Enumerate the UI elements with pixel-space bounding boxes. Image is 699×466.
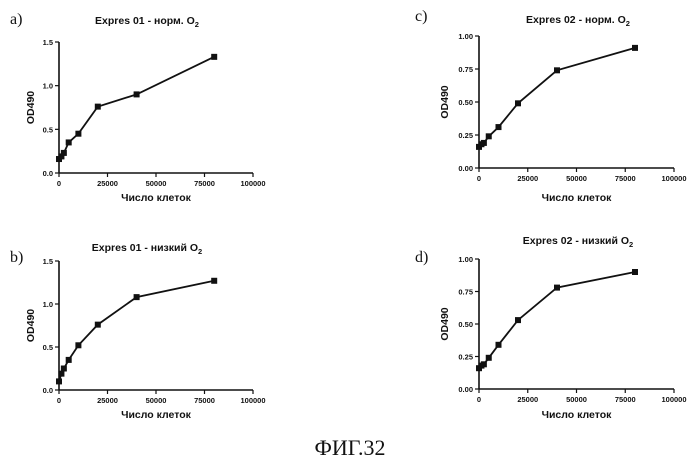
y-tick-label: 1.5 [43, 257, 53, 266]
data-point [66, 139, 72, 145]
data-point [61, 366, 67, 372]
y-tick-label: 1.0 [43, 82, 53, 91]
panel-letter: b) [10, 249, 23, 266]
x-axis-label: Число клеток [542, 192, 613, 204]
data-point [75, 131, 81, 137]
x-tick-label: 25000 [97, 179, 118, 188]
data-point [211, 54, 217, 60]
x-tick-label: 75000 [194, 396, 215, 405]
y-tick-label: 1.5 [43, 38, 53, 47]
data-point [66, 357, 72, 363]
x-tick-label: 75000 [194, 179, 215, 188]
x-tick-label: 25000 [517, 174, 538, 183]
x-tick-label: 50000 [146, 179, 167, 188]
y-tick-label: 1.0 [43, 300, 53, 309]
x-axis-label: Число клеток [121, 192, 192, 204]
chart-title: Expres 02 - норм. O2 [526, 14, 630, 28]
chart-title-subscript: 2 [629, 240, 633, 249]
chart-title-text: Expres 02 - низкий O [523, 235, 629, 247]
figure-caption: ФИГ.32 [314, 435, 385, 460]
y-axis-label: OD490 [25, 309, 37, 342]
y-tick-label: 0.0 [43, 386, 53, 395]
panel-letter: d) [415, 249, 428, 266]
data-point [75, 342, 81, 348]
y-tick-label: 0.25 [458, 131, 473, 140]
y-tick-label: 0.5 [43, 343, 53, 352]
data-point [496, 342, 502, 348]
data-point [632, 269, 638, 275]
x-tick-label: 0 [57, 179, 61, 188]
data-point [481, 140, 487, 146]
y-tick-label: 0.25 [458, 353, 473, 362]
chart-title-subscript: 2 [198, 247, 202, 256]
y-tick-label: 0.00 [458, 164, 473, 173]
x-tick-label: 0 [477, 174, 481, 183]
y-tick-label: 0.0 [43, 169, 53, 178]
data-point [554, 67, 560, 73]
x-tick-label: 25000 [517, 395, 538, 404]
x-tick-label: 50000 [566, 174, 587, 183]
series-line [479, 48, 635, 147]
data-point [515, 317, 521, 323]
series-line [59, 57, 214, 159]
x-axis-label: Число клеток [121, 409, 192, 421]
y-tick-label: 0.75 [458, 65, 473, 74]
data-point [211, 278, 217, 284]
y-axis-label: OD490 [25, 91, 37, 124]
y-tick-label: 0.75 [458, 288, 473, 297]
data-point [95, 322, 101, 328]
data-point [554, 285, 560, 291]
data-point [95, 104, 101, 110]
chart-panel-a: a) Expres 01 - норм. O2 0 25000 50000 75000 10… [10, 11, 266, 204]
chart-title-subscript: 2 [626, 19, 630, 28]
x-tick-label: 100000 [240, 396, 265, 405]
x-tick-label: 50000 [146, 396, 167, 405]
chart-title: Expres 01 - норм. O2 [95, 15, 199, 29]
data-point [58, 371, 64, 377]
x-axis-label: Число клеток [542, 409, 613, 421]
x-tick-label: 75000 [615, 395, 636, 404]
chart-title-text: Expres 01 - низкий O [92, 242, 198, 254]
chart-title-text: Expres 01 - норм. O [95, 15, 195, 27]
panel-letter: c) [415, 8, 427, 25]
x-tick-label: 50000 [566, 395, 587, 404]
chart-panel-b: b) Expres 01 - низкий O2 0 25000 50000 75000 1… [10, 242, 266, 421]
chart-title: Expres 01 - низкий O2 [92, 242, 202, 256]
y-tick-label: 0.50 [458, 320, 473, 329]
x-tick-label: 100000 [240, 179, 265, 188]
x-tick-label: 0 [477, 395, 481, 404]
x-tick-label: 100000 [661, 395, 686, 404]
chart-title: Expres 02 - низкий O2 [523, 235, 633, 249]
data-point [486, 133, 492, 139]
chart-title-subscript: 2 [195, 20, 199, 29]
y-tick-label: 0.00 [458, 385, 473, 394]
chart-panel-c: c) Expres 02 - норм. O2 0 25000 50000 75000 10… [415, 8, 687, 204]
data-point [496, 124, 502, 130]
data-point [632, 45, 638, 51]
x-tick-label: 25000 [97, 396, 118, 405]
x-tick-label: 75000 [615, 174, 636, 183]
y-tick-label: 1.00 [458, 255, 473, 264]
y-tick-label: 1.00 [458, 32, 473, 41]
data-point [481, 361, 487, 367]
x-tick-label: 0 [57, 396, 61, 405]
data-point [56, 378, 62, 384]
chart-title-text: Expres 02 - норм. O [526, 14, 626, 26]
data-point [486, 355, 492, 361]
data-point [134, 294, 140, 300]
y-axis-label: OD490 [439, 307, 451, 340]
panel-letter: a) [10, 11, 22, 28]
y-axis-label: OD490 [439, 85, 451, 118]
y-tick-label: 0.5 [43, 125, 53, 134]
chart-panel-d: d) Expres 02 - низкий O2 0 25000 50000 75000 1… [415, 235, 687, 421]
data-point [134, 91, 140, 97]
data-point [61, 150, 67, 156]
data-point [515, 100, 521, 106]
y-tick-label: 0.50 [458, 98, 473, 107]
x-tick-label: 100000 [661, 174, 686, 183]
